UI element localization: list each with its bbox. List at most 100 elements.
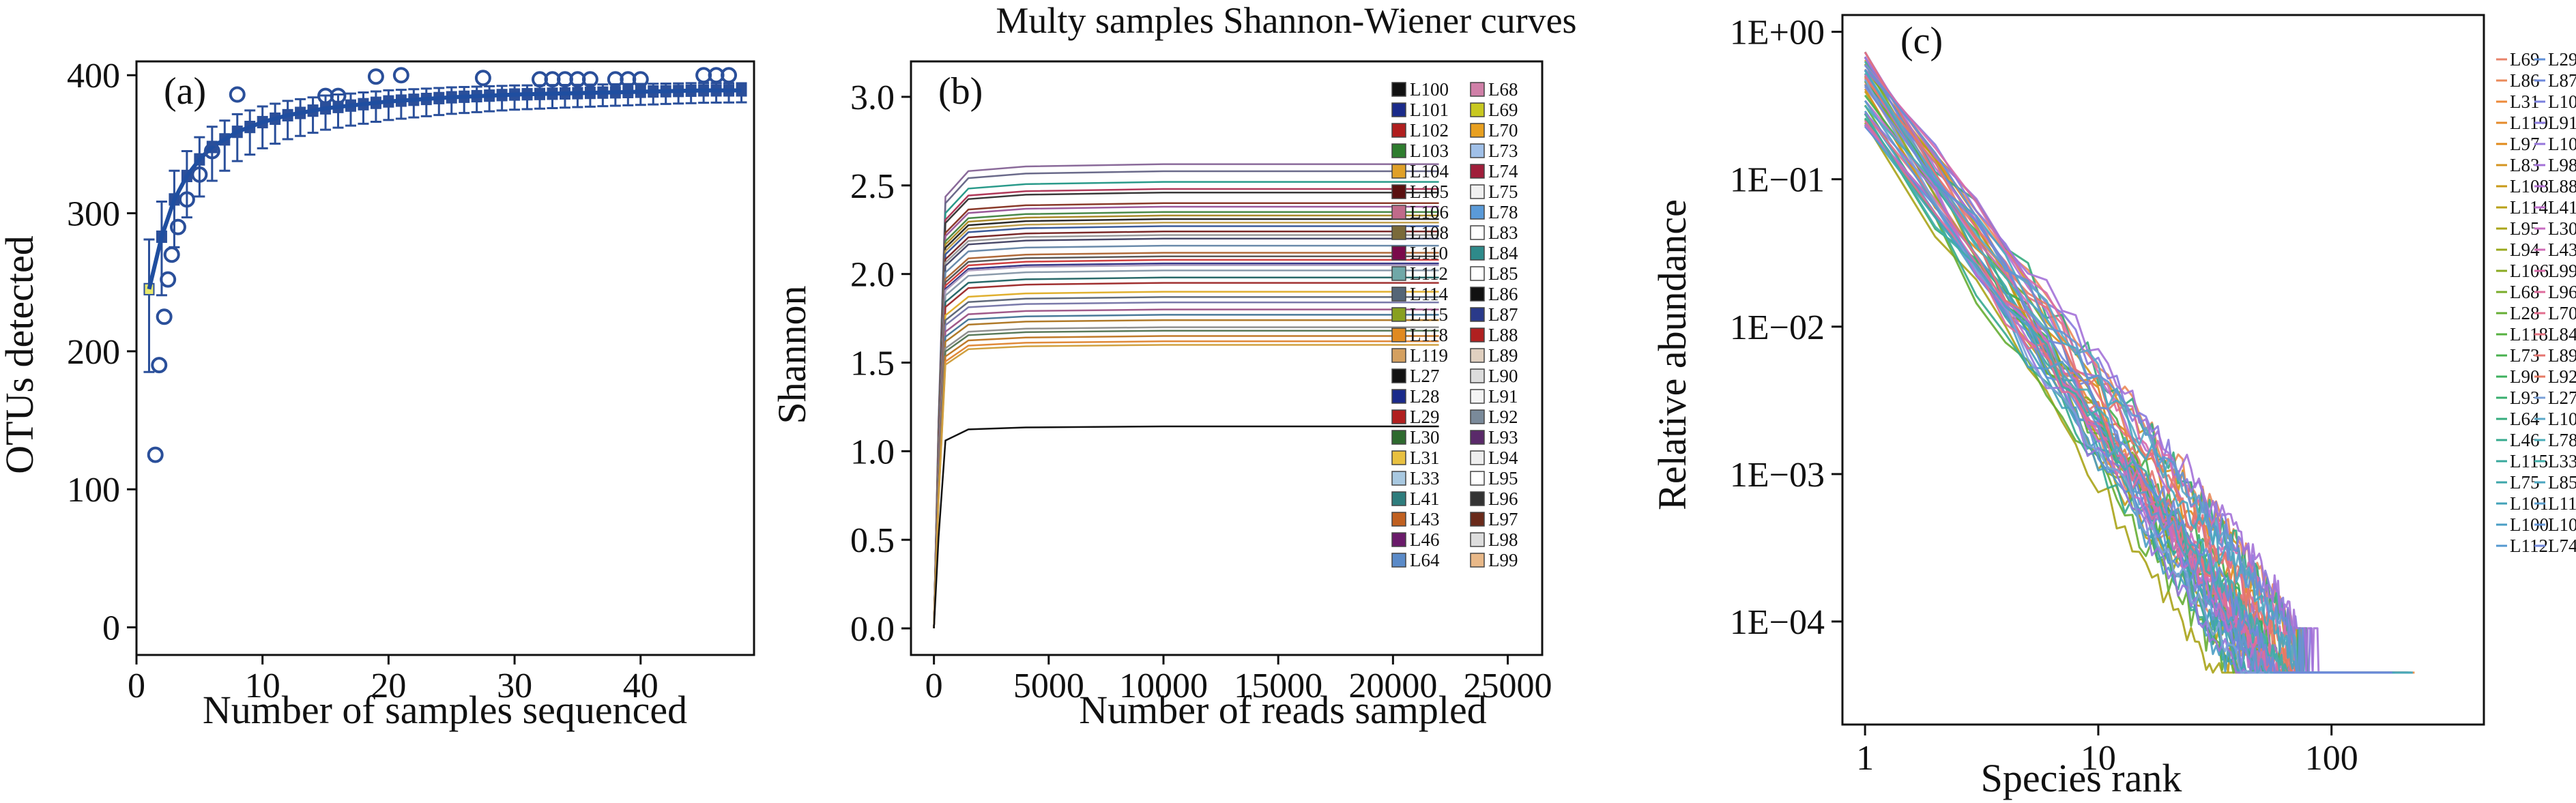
rank-curve [1864,70,2412,674]
outlier-point [147,446,164,463]
panel-b-frame [910,60,1544,656]
legend-label: L98 [2548,155,2576,175]
shannon-curve [933,269,1439,629]
legend-label: L93 [1488,427,1518,448]
legend-swatch [1470,348,1485,363]
legend-swatch [1391,266,1406,281]
legend-label: L68 [1488,79,1518,100]
legend-label: L91 [1488,386,1518,407]
panel-c-plot-area: 1 10 100 1E+00 1E−01 1E−02 1E−03 1E−04 [1730,14,2416,778]
legend-label: L85 [1488,263,1518,284]
legend-label: L110 [2548,493,2576,514]
shannon-curve [933,340,1439,629]
legend-label: L105 [2548,409,2576,429]
legend-swatch [1391,430,1406,445]
legend-label: L46 [1410,529,1440,550]
y-tick-label: 1E−02 [1730,308,1825,347]
x-tick-label: 10 [245,667,280,705]
legend-swatch [1470,327,1485,342]
legend-swatch [1391,246,1406,261]
legend-swatch [1470,164,1485,179]
legend-swatch [1391,164,1406,179]
rank-curve [1864,126,2414,674]
legend-swatch [1391,450,1406,465]
x-tick-label: 20000 [1348,667,1437,705]
legend-label: L103 [2548,134,2576,154]
outlier-point [169,218,186,235]
panel-b-legend: L100L101L102L103L104L105L106L108L110L112… [1391,79,1518,570]
legend-label: L29 [2548,49,2576,70]
y-tick-label: 3.0 [850,78,895,117]
legend-label: L98 [1488,529,1518,550]
rank-curve [1864,51,2345,674]
legend-swatch [1391,205,1406,220]
legend-swatch [1470,143,1485,158]
panel-c-frame [1841,14,2485,726]
y-tick-label: 400 [67,57,120,96]
shannon-curve [933,301,1439,629]
legend-label: L30 [1410,427,1440,448]
y-tick-label: 0.0 [850,610,895,649]
legend-swatch [1470,184,1485,199]
legend-swatch [1470,532,1485,547]
legend-label: L78 [1488,202,1518,222]
y-tick-label: 0.5 [850,521,895,560]
shannon-curve [933,319,1439,629]
legend-swatch [1470,409,1485,424]
rank-curve [1864,64,2367,674]
x-tick-label: 0 [128,667,145,705]
x-tick-label: 1 [1856,739,1874,778]
legend-swatch [1391,143,1406,158]
y-tick-label: 1.0 [850,433,895,471]
legend-label: L89 [2548,345,2576,366]
outlier-point [229,86,246,103]
shannon-curve [933,314,1439,629]
legend-swatch [1470,82,1485,97]
rank-curve [1864,81,2397,674]
legend-swatch [1391,348,1406,363]
outlier-point [330,87,347,104]
legend-swatch [1470,225,1485,240]
x-tick-label: 0 [925,667,943,705]
legend-label: L73 [1488,141,1518,161]
legend-label: L110 [1410,243,1448,263]
shannon-curve [933,282,1439,629]
legend-label: L106 [1410,202,1449,222]
legend-swatch [1391,307,1406,322]
legend-label: L74 [1488,161,1518,181]
legend-label: L99 [2548,261,2576,281]
shannon-curve [933,211,1439,629]
rank-curve [1864,51,2364,674]
outlier-point [191,166,208,183]
legend-swatch [1391,491,1406,506]
panel-a-ylabel: OTUs detected [0,235,42,473]
legend-swatch [1391,553,1406,568]
legend-label: L78 [2548,430,2576,450]
legend-label: L70 [2548,303,2576,323]
legend-label: L105 [1410,181,1449,202]
x-tick-label: 15000 [1234,667,1322,705]
x-tick-label: 10 [2081,739,2116,778]
outlier-point [367,68,384,85]
legend-label: L27 [1410,366,1440,386]
panel-b-title: Multy samples Shannon-Wiener curves [996,0,1576,41]
x-tick-label: 5000 [1013,667,1084,705]
shannon-curve [933,344,1439,629]
shannon-curve [933,308,1439,629]
legend-swatch [1391,389,1406,404]
outlier-point [581,71,598,88]
legend-label: L90 [1488,366,1518,386]
panel-c-xlabel: Species rank [1981,756,2182,800]
legend-label: L112 [1410,263,1448,284]
panel-c: 1 10 100 1E+00 1E−01 1E−02 1E−03 1E−04 L69L86L3… [1650,14,2576,800]
shannon-curve [933,262,1439,629]
x-tick-label: 20 [371,667,406,705]
legend-label: L104 [2548,514,2576,535]
panel-a-frame [135,60,755,656]
legend-label: L102 [1410,120,1449,141]
fit-curve [147,88,742,290]
legend-label: L89 [1488,345,1518,366]
legend-label: L104 [1410,161,1449,181]
